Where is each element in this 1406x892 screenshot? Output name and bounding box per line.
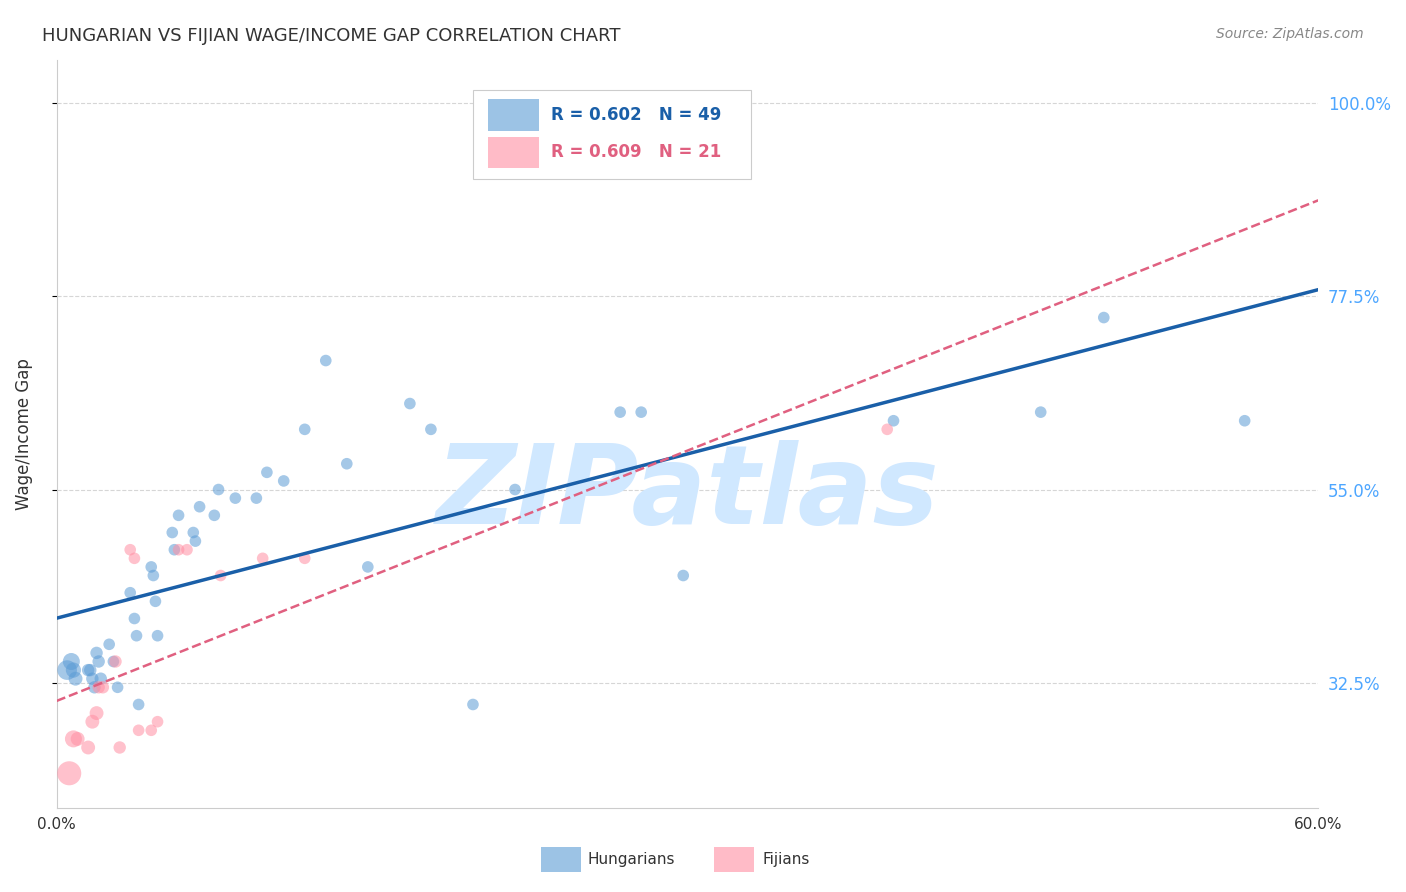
Point	[245, 491, 267, 505]
Point	[125, 629, 148, 643]
Point	[104, 655, 127, 669]
Point	[77, 740, 100, 755]
Point	[419, 422, 441, 436]
Point	[315, 353, 337, 368]
Point	[87, 655, 110, 669]
Point	[128, 723, 150, 738]
Bar	[488, 99, 538, 130]
Point	[336, 457, 359, 471]
Point	[128, 698, 150, 712]
Point	[87, 681, 110, 695]
Point	[188, 500, 211, 514]
Point	[294, 551, 316, 566]
Point	[672, 568, 695, 582]
Point	[176, 542, 198, 557]
Point	[107, 681, 129, 695]
Point	[124, 551, 146, 566]
Point	[98, 637, 121, 651]
Point	[461, 698, 484, 712]
Point	[1233, 414, 1256, 428]
Point	[163, 542, 186, 557]
Point	[167, 508, 190, 523]
Point	[209, 568, 232, 582]
Text: ZIPatlas: ZIPatlas	[436, 440, 939, 547]
Point	[876, 422, 898, 436]
Point	[181, 525, 204, 540]
Point	[883, 414, 905, 428]
Point	[1029, 405, 1052, 419]
Point	[62, 663, 84, 677]
Point	[141, 560, 163, 574]
Point	[146, 714, 169, 729]
Point	[184, 534, 207, 549]
Text: HUNGARIAN VS FIJIAN WAGE/INCOME GAP CORRELATION CHART: HUNGARIAN VS FIJIAN WAGE/INCOME GAP CORR…	[42, 27, 620, 45]
Point	[399, 396, 422, 410]
Point	[86, 706, 108, 720]
Point	[294, 422, 316, 436]
Text: Source: ZipAtlas.com: Source: ZipAtlas.com	[1216, 27, 1364, 41]
Point	[60, 655, 83, 669]
Point	[145, 594, 167, 608]
Point	[91, 681, 114, 695]
Point	[141, 723, 163, 738]
Point	[90, 672, 112, 686]
Point	[207, 483, 229, 497]
Text: Fijians: Fijians	[762, 853, 810, 867]
Point	[609, 405, 631, 419]
FancyBboxPatch shape	[472, 89, 751, 179]
Text: Hungarians: Hungarians	[588, 853, 675, 867]
Text: R = 0.602   N = 49: R = 0.602 N = 49	[551, 106, 721, 124]
Point	[120, 585, 142, 599]
Point	[82, 714, 104, 729]
Point	[83, 681, 105, 695]
Point	[503, 483, 526, 497]
Point	[124, 611, 146, 625]
Point	[62, 731, 84, 746]
Point	[65, 672, 87, 686]
Point	[167, 542, 190, 557]
Bar	[488, 136, 538, 168]
Point	[630, 405, 652, 419]
Point	[202, 508, 225, 523]
Point	[357, 560, 380, 574]
Point	[108, 740, 131, 755]
Point	[103, 655, 125, 669]
Point	[58, 766, 80, 780]
Point	[120, 542, 142, 557]
Point	[252, 551, 274, 566]
Point	[79, 663, 101, 677]
Point	[142, 568, 165, 582]
Point	[82, 672, 104, 686]
Point	[224, 491, 246, 505]
Point	[162, 525, 184, 540]
Y-axis label: Wage/Income Gap: Wage/Income Gap	[15, 358, 32, 509]
Text: R = 0.609   N = 21: R = 0.609 N = 21	[551, 144, 721, 161]
Point	[66, 731, 89, 746]
Point	[86, 646, 108, 660]
Point	[273, 474, 295, 488]
Point	[77, 663, 100, 677]
Point	[1092, 310, 1115, 325]
Point	[56, 663, 79, 677]
Point	[146, 629, 169, 643]
Point	[256, 466, 278, 480]
